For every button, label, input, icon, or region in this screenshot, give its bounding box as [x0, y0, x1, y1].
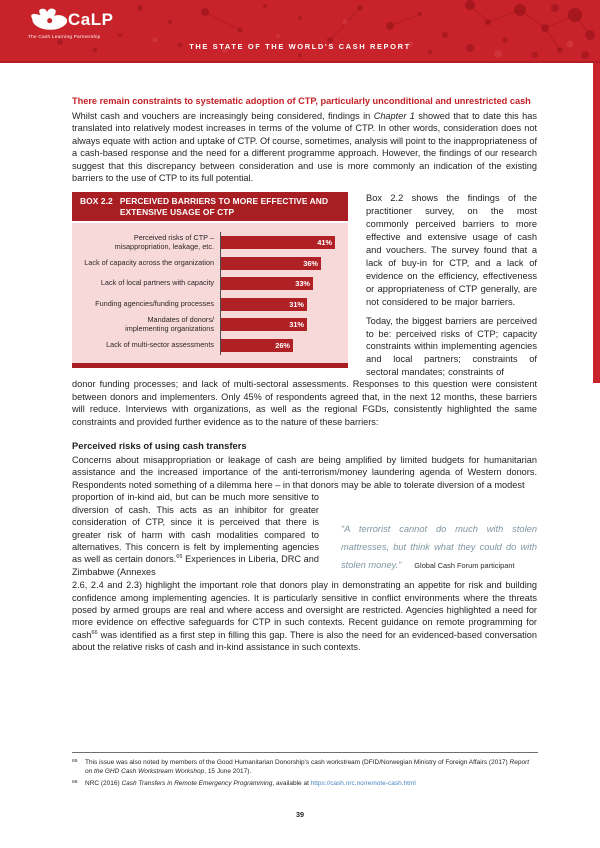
calp-logo-tagline: The Cash Learning Partnership: [28, 34, 101, 39]
text-and-quote-row: proportion of in-kind aid, but can be mu…: [72, 491, 537, 578]
chart-axis-and-bar: 31%: [220, 293, 342, 315]
molecule-pattern-decoration: [57, 0, 595, 59]
box-and-sidetext-row: BOX 2.2 PERCEIVED BARRIERS TO MORE EFFEC…: [72, 192, 537, 377]
pull-quote: “A terrorist cannot do much with stolen …: [341, 519, 537, 578]
calp-logo-text: CaLP: [68, 10, 114, 29]
chart-bar: 31%: [221, 318, 307, 331]
chart-row: Lack of local partners with capacity 33%: [74, 273, 342, 294]
chart-value-label: 26%: [275, 340, 290, 350]
chart-value-label: 33%: [295, 279, 310, 288]
side-paragraph-2: Today, the biggest barriers are perceive…: [366, 315, 537, 378]
chart-category-label: Perceived risks of CTP – misappropriatio…: [114, 232, 214, 251]
chart-axis-and-bar: 31%: [220, 314, 342, 335]
footnote-text: This issue was also noted by members of …: [85, 759, 530, 776]
chart-value-label: 31%: [289, 320, 304, 329]
chart-axis-and-bar: 33%: [220, 273, 342, 294]
side-paragraph-1: Box 2.2 shows the findings of the practi…: [366, 193, 537, 307]
chart-axis-and-bar: 26%: [220, 334, 342, 356]
chart-rows: Perceived risks of CTP – misappropriatio…: [74, 232, 342, 356]
chart-row: Funding agencies/funding processes 31%: [74, 293, 342, 315]
section-heading-constraints: There remain constraints to systematic a…: [72, 96, 531, 106]
footnote-text: NRC (2016) Cash Transfers in Remote Emer…: [85, 779, 416, 787]
footnote-65: 65 This issue was also noted by members …: [72, 758, 538, 777]
quote-attribution: Global Cash Forum participant: [414, 561, 515, 571]
page-header: CaLP The Cash Learning Partnership THE S…: [0, 0, 600, 63]
hand-icon: [31, 8, 68, 30]
italic-chapter-ref: Chapter 1: [373, 111, 415, 121]
chart-row: Perceived risks of CTP – misappropriatio…: [74, 232, 342, 253]
chart-category-label: Mandates of donors/ implementing organiz…: [125, 314, 214, 333]
chart-row: Mandates of donors/ implementing organiz…: [74, 314, 342, 335]
chart-category-label: Lack of capacity across the organization: [84, 257, 214, 267]
report-title: THE STATE OF THE WORLD'S CASH REPORT: [189, 42, 411, 51]
right-edge-decoration: [593, 63, 600, 383]
box-2-2: BOX 2.2 PERCEIVED BARRIERS TO MORE EFFEC…: [72, 192, 348, 374]
chart-row: Lack of multi-sector assessments 26%: [74, 334, 342, 356]
footnote-link[interactable]: https://cash.nrc.no/remote-cash.html: [310, 779, 416, 787]
chart-bar: 33%: [221, 277, 313, 290]
footnote-number: 66: [72, 779, 78, 785]
barriers-bar-chart: Perceived risks of CTP – misappropriatio…: [72, 223, 348, 369]
chart-value-label: 31%: [289, 299, 304, 309]
risk-left-column: proportion of in-kind aid, but can be mu…: [72, 492, 320, 577]
risk-paragraph-1: Concerns about misappropriation or leaka…: [72, 455, 537, 490]
box-title-bar: BOX 2.2 PERCEIVED BARRIERS TO MORE EFFEC…: [72, 192, 348, 222]
main-content: There remain constraints to systematic a…: [72, 96, 537, 654]
footnote-66: 66 NRC (2016) Cash Transfers in Remote E…: [72, 779, 538, 788]
footnote-ref-65: 65: [176, 554, 183, 561]
box-side-column: Box 2.2 shows the findings of the practi…: [366, 192, 537, 377]
chart-category-label: Lack of multi-sector assessments: [106, 339, 214, 349]
chart-category-label: Lack of local partners with capacity: [100, 278, 214, 288]
box-number-label: BOX 2.2: [80, 196, 113, 207]
chart-bar: 41%: [221, 236, 335, 249]
chart-bar: 31%: [221, 297, 307, 311]
calp-logo: CaLP The Cash Learning Partnership: [26, 6, 146, 58]
chart-row: Lack of capacity across the organization…: [74, 252, 342, 274]
risk-paragraph-2: 2.6, 2.4 and 2.3) highlight the importan…: [72, 580, 537, 653]
chart-bar: 26%: [221, 338, 293, 352]
quote-text: “A terrorist cannot do much with stolen …: [341, 524, 537, 571]
section-heading-perceived-risks: Perceived risks of using cash transfers: [72, 440, 247, 452]
page-number: 39: [296, 810, 304, 819]
chart-axis-and-bar: 41%: [220, 232, 342, 253]
chart-bar: 36%: [221, 256, 321, 270]
chart-value-label: 41%: [317, 238, 332, 247]
chart-axis-and-bar: 36%: [220, 252, 342, 274]
footnote-ref-66: 66: [91, 629, 98, 636]
box-title-text: PERCEIVED BARRIERS TO MORE EFFECTIVE AND…: [119, 196, 329, 217]
chart-category-label: Funding agencies/funding processes: [95, 298, 214, 308]
chart-value-label: 36%: [303, 258, 318, 268]
footnotes-block: 65 This issue was also noted by members …: [72, 752, 538, 790]
continuation-paragraph: donor funding processes; and lack of mul…: [72, 379, 537, 427]
footnote-number: 65: [72, 759, 78, 764]
intro-paragraph: Whilst cash and vouchers are increasingl…: [72, 111, 537, 184]
